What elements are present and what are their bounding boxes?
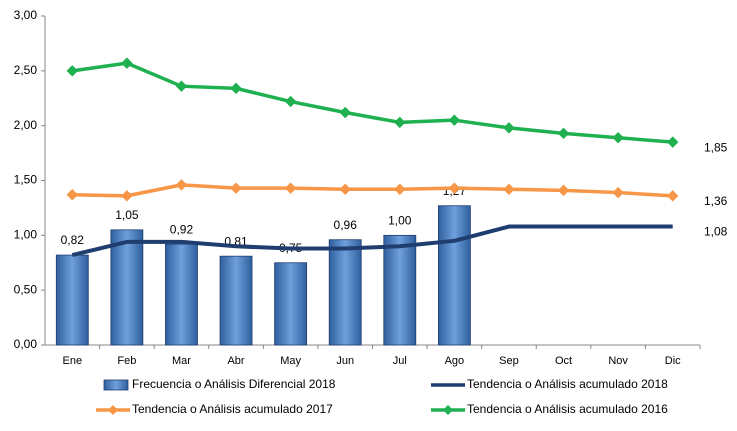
- marker: [284, 182, 297, 194]
- marker: [612, 132, 624, 144]
- x-tick-label: Feb: [117, 355, 136, 367]
- y-tick-label: 1,50: [14, 173, 38, 187]
- y-tick-label: 2,00: [14, 118, 38, 132]
- x-tick-label: Jun: [336, 355, 354, 367]
- data-label: 1,08: [704, 225, 728, 239]
- legend-marker: [443, 405, 453, 415]
- bar: [55, 254, 89, 346]
- line: [71, 224, 673, 258]
- data-label: 1,85: [704, 140, 728, 154]
- legend-label: Tendencia o Análisis acumulado 2018: [467, 377, 668, 391]
- marker: [667, 190, 679, 202]
- x-tick-label: Ene: [63, 355, 83, 367]
- marker: [503, 122, 515, 134]
- x-tick-label: Dic: [665, 355, 681, 367]
- x-tick-label: May: [280, 355, 301, 367]
- marker: [339, 106, 351, 119]
- marker: [667, 136, 679, 148]
- y-tick-label: 0,50: [14, 282, 38, 296]
- data-label: 0,82: [61, 233, 85, 247]
- marker: [448, 114, 461, 126]
- marker: [612, 186, 624, 199]
- bar: [274, 262, 308, 346]
- x-tick-label: Abr: [227, 355, 244, 367]
- marker: [339, 183, 351, 195]
- y-tick-label: 1,00: [14, 228, 38, 242]
- bar: [383, 234, 417, 346]
- x-tick-label: Jul: [393, 355, 407, 367]
- data-label: 1,00: [388, 214, 412, 228]
- marker: [448, 182, 461, 194]
- marker: [121, 190, 133, 202]
- line: [72, 183, 673, 198]
- marker: [66, 65, 78, 77]
- bar: [437, 205, 471, 346]
- y-tick-label: 2,50: [14, 63, 38, 77]
- bar: [110, 229, 144, 346]
- y-tick-label: 3,00: [14, 8, 38, 22]
- marker: [66, 189, 78, 201]
- marker: [175, 80, 188, 92]
- marker: [503, 183, 515, 195]
- data-label: 1,05: [115, 208, 139, 222]
- bar: [165, 243, 198, 346]
- data-label: 0,92: [170, 222, 194, 236]
- x-tick-label: Nov: [608, 355, 628, 367]
- marker: [230, 182, 242, 194]
- x-tick-label: Ago: [445, 355, 465, 367]
- data-label: 1,36: [704, 194, 728, 208]
- marker: [394, 183, 406, 195]
- marker: [284, 95, 297, 108]
- marker: [121, 57, 133, 69]
- marker: [557, 127, 570, 140]
- line: [72, 61, 673, 144]
- y-tick-label: 0,00: [14, 337, 38, 351]
- bar: [328, 239, 362, 346]
- legend-swatch: [103, 379, 129, 391]
- marker: [230, 82, 242, 95]
- marker: [394, 116, 406, 129]
- legend-label: Tendencia o Análisis acumulado 2017: [132, 402, 333, 416]
- x-tick-label: Mar: [172, 355, 191, 367]
- legend-label: Frecuencia o Análisis Diferencial 2018: [132, 377, 336, 391]
- x-tick-label: Sep: [499, 355, 519, 367]
- bar: [219, 255, 253, 346]
- data-label: 0,96: [334, 218, 358, 232]
- marker: [557, 184, 570, 197]
- marker: [175, 179, 188, 191]
- x-tick-label: Oct: [555, 355, 572, 367]
- legend-marker: [108, 405, 118, 415]
- legend-label: Tendencia o Análisis acumulado 2016: [467, 402, 668, 416]
